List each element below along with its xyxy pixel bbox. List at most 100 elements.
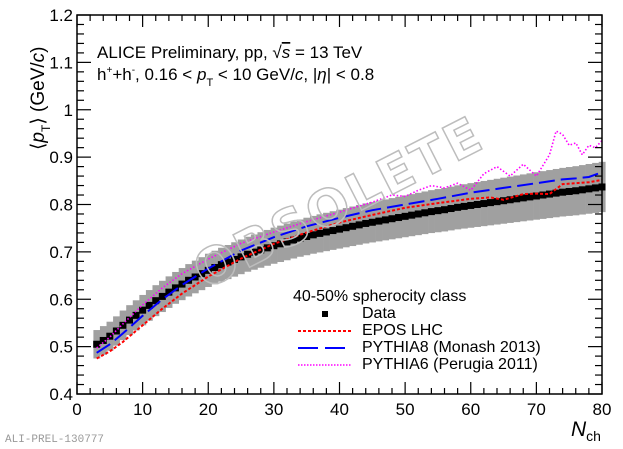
data-point [224,258,232,266]
data-point [276,240,284,248]
annotation-line-1: ALICE Preliminary, pp, √s = 13 TeV [97,43,363,62]
data-point [493,198,501,206]
x-tick-label: 10 [133,400,152,419]
pythia8-curve [96,171,603,354]
data-point [559,188,567,196]
x-tick-label: 40 [330,400,349,419]
data-point [329,227,337,235]
data-point [427,208,435,216]
legend-label-pythia8: PYTHIA8 (Monash 2013) [362,339,541,356]
legend-header: 40-50% spherocity class [293,288,466,305]
x-tick-label: 20 [199,400,218,419]
data-point [152,297,160,305]
axis-tick-labels: 0 10 20 30 40 50 60 70 80 0.4 0.5 0.6 0.7 0.8 0.9 1 1.1 1… [49,6,611,419]
data-point [244,250,252,258]
x-tick-label: 70 [527,400,546,419]
data-point [93,340,101,348]
preliminary-id-label: ALI-PREL-130777 [5,434,104,446]
annotation-line-2: h++h-, 0.16 < pT < 10 GeV/c, |η| < 0.8 [97,65,374,89]
data-point [401,212,409,220]
y-tick-label: 0.7 [49,243,73,262]
data-point [145,301,153,309]
data-point [460,202,468,210]
data-point [270,242,278,250]
data-point [381,216,389,224]
data-point [486,199,494,207]
x-tick-label: 80 [593,400,612,419]
data-point [112,327,120,335]
data-point [408,211,416,219]
data-point [283,238,291,246]
y-tick-label: 0.5 [49,338,73,357]
data-point [447,205,455,213]
y-tick-label: 0.9 [49,148,73,167]
epos-lhc-curve [96,178,603,360]
data-point [368,218,376,226]
y-tick-label: 1.1 [49,53,73,72]
pythia6-curve [96,129,603,349]
data-point [165,288,173,296]
y-tick-label: 0.6 [49,290,73,309]
data-point [316,229,324,237]
data-point [217,261,225,269]
data-point [126,316,133,324]
data-point [591,184,599,192]
data-point [375,217,383,225]
data-point [513,195,521,203]
data-point [473,201,481,208]
data-point [309,231,317,239]
data-point [454,203,462,211]
data-point [434,207,442,215]
y-tick-label: 0.8 [49,196,73,215]
data-point [349,222,357,230]
data-point [139,306,147,314]
data-point [532,192,540,200]
data-point [132,311,140,319]
x-tick-label: 60 [461,400,480,419]
data-point [231,255,238,263]
legend: 40-50% spherocity class Data EPOS LHC PY… [293,288,541,373]
data-point [322,228,330,236]
axis-ticks [76,14,603,395]
y-tick-label: 1 [64,101,73,120]
data-point [414,210,422,218]
data-point [526,193,534,201]
data-point [296,234,304,242]
data-point [546,190,553,198]
data-point [421,209,429,217]
data-point [506,196,514,204]
data-point [565,187,573,195]
y-axis-label: ⟨pT⟩ (GeV/c) [28,47,53,151]
data-point [572,187,580,195]
data-point [467,201,475,209]
legend-label-data: Data [362,305,396,322]
data-point [519,194,527,202]
data-point [263,244,271,252]
data-point [211,264,219,272]
data-point [171,284,179,292]
data-point [355,221,363,229]
data-point [585,185,593,193]
data-point [303,232,311,240]
data-point [395,214,403,222]
y-tick-label: 0.4 [49,385,73,404]
data-point [480,200,488,208]
x-tick-label: 50 [396,400,415,419]
data-point [578,186,586,194]
data-point [539,191,547,199]
y-tick-label: 1.2 [49,6,73,25]
legend-marker-data [322,311,328,317]
model-curves [96,129,603,360]
data-point [198,270,206,278]
legend-label-pythia6: PYTHIA6 (Perugia 2011) [362,356,538,373]
x-axis-label: Nch [571,418,601,444]
data-point [99,336,107,344]
data-point [204,266,212,274]
data-point [388,215,396,223]
data-point [342,224,350,232]
data-point [336,225,343,233]
data-point [158,292,166,300]
data-point [119,321,127,329]
x-tick-label: 0 [72,400,81,419]
